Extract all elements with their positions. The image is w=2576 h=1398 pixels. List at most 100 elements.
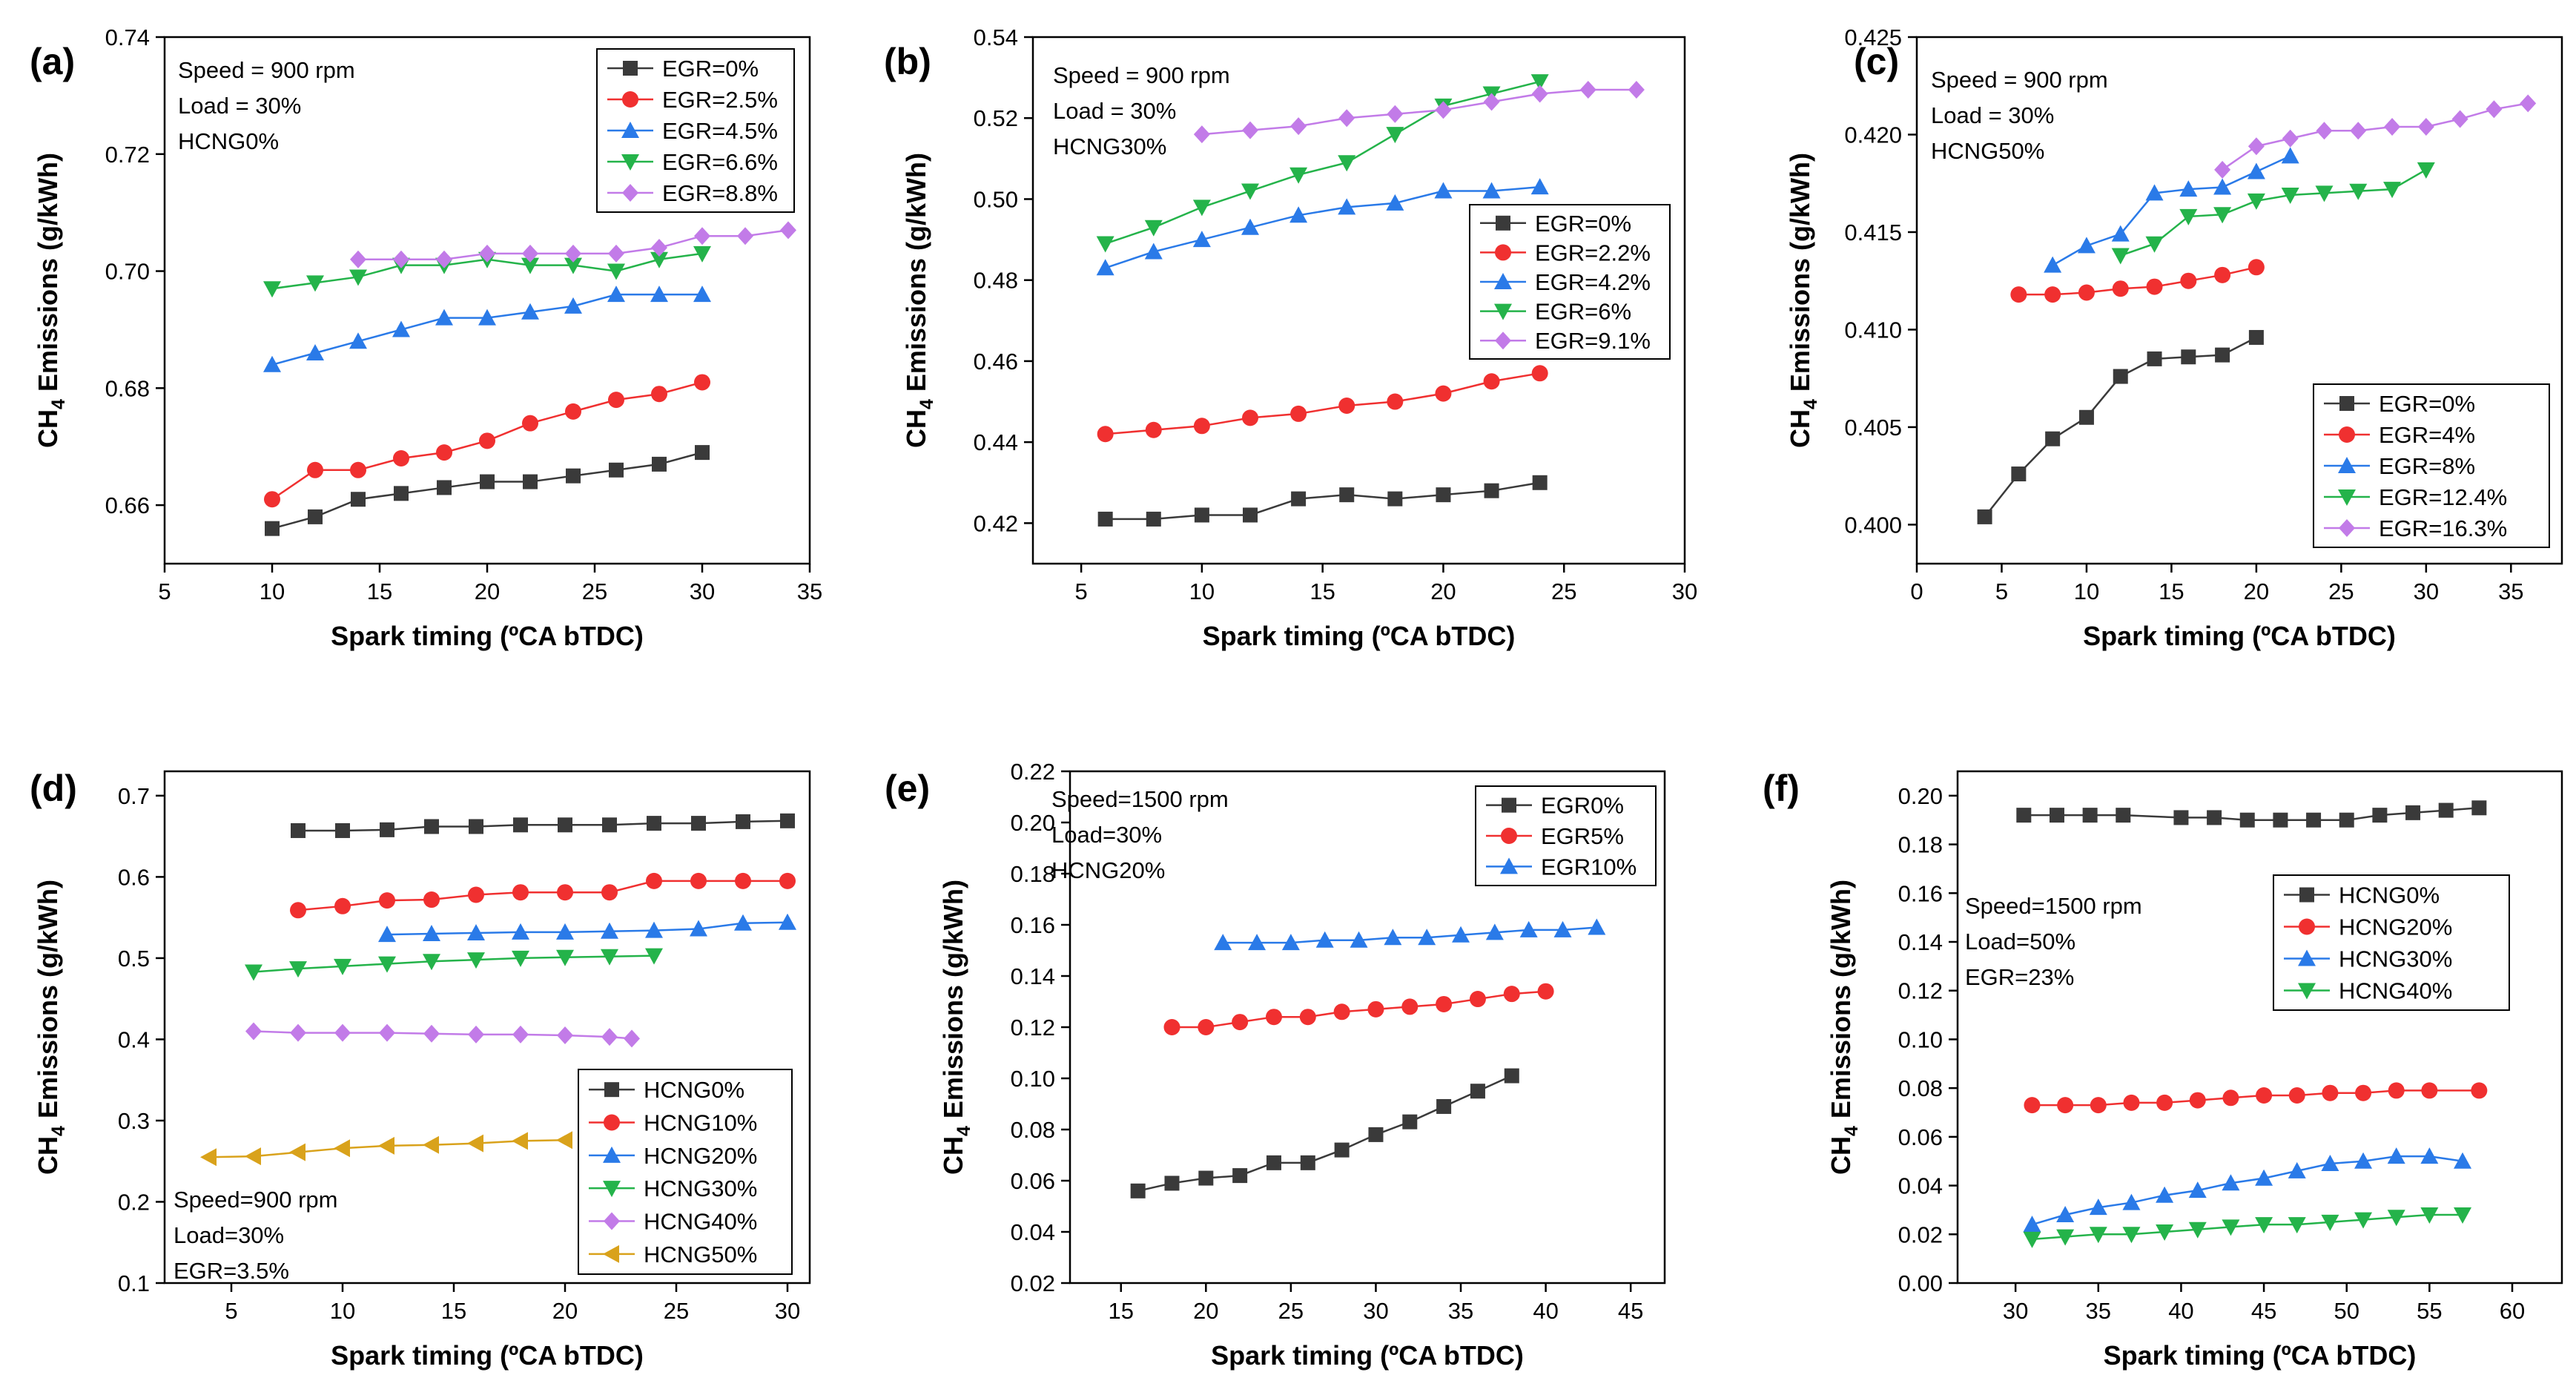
- data-point: [2387, 1210, 2405, 1227]
- legend-label: EGR=8.8%: [662, 180, 778, 206]
- data-point: [2090, 1097, 2107, 1114]
- legend-marker: [2339, 426, 2355, 443]
- chart-panel-c: (c) 0 5 10 15 20 25 30 35 0.400 0.405 0.410 0.415 0.4…: [1785, 24, 2563, 651]
- data-point: [2281, 188, 2299, 204]
- condition-annotation: HCNG0%: [178, 128, 279, 154]
- y-tick-label: 0.18: [1011, 861, 1055, 887]
- legend-label: EGR=4.2%: [1535, 269, 1651, 295]
- series-HCNG0%: [2016, 800, 2487, 828]
- y-tick-label: 0.66: [105, 492, 150, 518]
- x-tick-label: 35: [2086, 1298, 2111, 1324]
- x-tick-label: 30: [2414, 578, 2439, 604]
- series-line: [1105, 80, 1540, 245]
- data-point: [423, 1024, 440, 1043]
- data-point: [2520, 94, 2537, 113]
- y-tick-label: 0.20: [1898, 783, 1943, 809]
- series-line: [271, 293, 702, 366]
- data-point: [601, 884, 618, 901]
- data-point: [334, 897, 351, 914]
- data-point: [1436, 1098, 1452, 1114]
- data-point: [1553, 920, 1572, 937]
- y-tick-label: 0.08: [1898, 1075, 1943, 1101]
- legend-marker: [621, 154, 639, 171]
- condition-annotation: HCNG50%: [1931, 138, 2044, 164]
- data-point: [2173, 810, 2189, 825]
- y-axis-title: CH4 Emissions (g/kWh): [33, 153, 69, 448]
- data-point: [334, 958, 351, 975]
- legend-marker: [2339, 519, 2355, 537]
- legend-label: EGR=2.2%: [1535, 240, 1651, 266]
- data-point: [1214, 934, 1232, 951]
- series-line: [297, 880, 787, 911]
- data-point: [1452, 926, 1470, 943]
- data-point: [1435, 101, 1452, 119]
- data-point: [1198, 1019, 1215, 1035]
- y-tick-label: 0.16: [1011, 912, 1055, 938]
- y-axis-title: CH4 Emissions (g/kWh): [938, 880, 974, 1175]
- legend-label: EGR=9.1%: [1535, 328, 1651, 354]
- data-point: [394, 486, 409, 501]
- series-EGR=16.3%: [2214, 94, 2537, 179]
- data-point: [2306, 812, 2322, 828]
- data-point: [2248, 137, 2265, 156]
- data-point: [393, 250, 409, 268]
- condition-annotation: HCNG20%: [1051, 857, 1165, 883]
- data-point: [289, 961, 307, 978]
- data-point: [608, 392, 624, 409]
- chart-panel-d: (d) 5 10 15 20 25 30 0.1 0.2 0.3 0.4 0.5 0.6 0.7 Spark…: [30, 768, 811, 1371]
- series-EGR=8%: [2044, 147, 2299, 273]
- data-point: [2089, 1198, 2107, 1216]
- legend-marker: [2338, 489, 2356, 506]
- data-point: [2111, 248, 2130, 265]
- x-tick-label: 30: [1672, 578, 1697, 604]
- x-tick-label: 20: [2244, 578, 2269, 604]
- condition-annotation: Load=50%: [1965, 929, 2075, 954]
- data-point: [469, 819, 483, 834]
- data-point: [289, 1143, 306, 1161]
- condition-annotation: Load=30%: [1051, 822, 1162, 848]
- panel-letter: (f): [1763, 768, 1800, 809]
- x-tick-label: 25: [664, 1298, 689, 1324]
- data-point: [379, 1023, 395, 1042]
- data-point: [2044, 286, 2061, 303]
- legend-marker: [603, 1244, 619, 1263]
- data-point: [2256, 1087, 2273, 1104]
- data-point: [2282, 129, 2299, 148]
- series-EGR=12.4%: [2111, 162, 2435, 265]
- data-point: [602, 817, 617, 833]
- data-point: [1145, 421, 1162, 438]
- y-tick-label: 0.04: [1011, 1219, 1055, 1245]
- data-point: [1530, 178, 1549, 195]
- x-tick-label: 20: [552, 1298, 578, 1324]
- data-point: [423, 954, 440, 971]
- data-point: [2122, 1227, 2141, 1244]
- x-tick-label: 20: [1193, 1298, 1218, 1324]
- data-point: [2486, 100, 2503, 119]
- data-point: [779, 913, 796, 930]
- data-point: [306, 275, 324, 292]
- legend-label: EGR=4.5%: [662, 118, 778, 144]
- data-point: [2222, 1219, 2240, 1236]
- data-point: [1144, 243, 1163, 260]
- data-point: [2215, 347, 2230, 363]
- y-tick-label: 0.02: [1011, 1270, 1055, 1296]
- x-tick-label: 10: [260, 578, 285, 604]
- data-point: [1418, 929, 1436, 946]
- data-point: [652, 456, 667, 472]
- data-point: [1483, 373, 1500, 390]
- series-line: [2120, 168, 2427, 257]
- y-tick-label: 0.72: [105, 142, 150, 168]
- data-point: [2471, 800, 2487, 816]
- x-tick-label: 30: [775, 1298, 800, 1324]
- y-tick-label: 0.04: [1898, 1173, 1943, 1199]
- data-point: [2316, 122, 2333, 140]
- series-line: [2032, 1155, 2463, 1226]
- series-EGR0%: [1130, 1068, 1519, 1198]
- data-point: [378, 926, 396, 943]
- data-point: [2078, 409, 2094, 425]
- data-point: [2387, 1147, 2405, 1164]
- y-tick-label: 0.14: [1898, 929, 1943, 955]
- y-tick-label: 0.50: [974, 186, 1018, 212]
- data-point: [1241, 183, 1259, 200]
- data-point: [522, 244, 538, 263]
